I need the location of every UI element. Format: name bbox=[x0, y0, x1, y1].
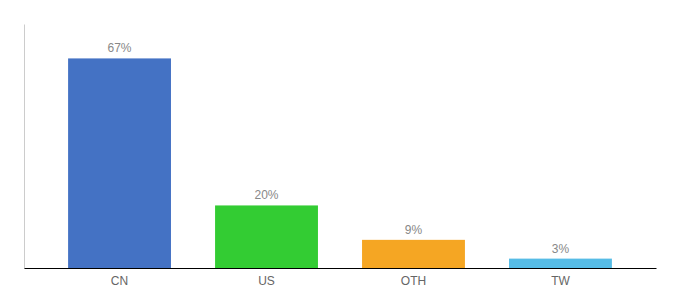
x-tick: TW bbox=[551, 274, 570, 288]
bar bbox=[362, 240, 465, 268]
chart: CN US OTH TW 67% 20% 9% 3% bbox=[0, 0, 680, 300]
data-label: 3% bbox=[552, 242, 570, 256]
bars bbox=[68, 58, 612, 268]
data-label: 20% bbox=[254, 188, 278, 202]
x-tick-label: CN bbox=[111, 274, 128, 288]
x-tick-label: US bbox=[258, 274, 275, 288]
bar bbox=[68, 58, 171, 268]
plot: CN US OTH TW 67% 20% 9% 3% bbox=[25, 25, 657, 288]
bar bbox=[215, 205, 318, 268]
x-tick-label: OTH bbox=[401, 274, 426, 288]
x-axis-line bbox=[25, 268, 657, 269]
x-axis: CN US OTH TW bbox=[25, 269, 657, 288]
y-axis-line bbox=[24, 25, 25, 269]
x-tick: CN bbox=[111, 274, 128, 288]
data-label: 67% bbox=[108, 41, 132, 55]
y-axis bbox=[24, 25, 25, 269]
x-tick-label: TW bbox=[551, 274, 570, 288]
data-label: 9% bbox=[405, 223, 423, 237]
x-tick: US bbox=[258, 274, 275, 288]
bar bbox=[509, 259, 612, 268]
x-tick: OTH bbox=[401, 274, 426, 288]
data-labels: 67% 20% 9% 3% bbox=[108, 41, 570, 255]
